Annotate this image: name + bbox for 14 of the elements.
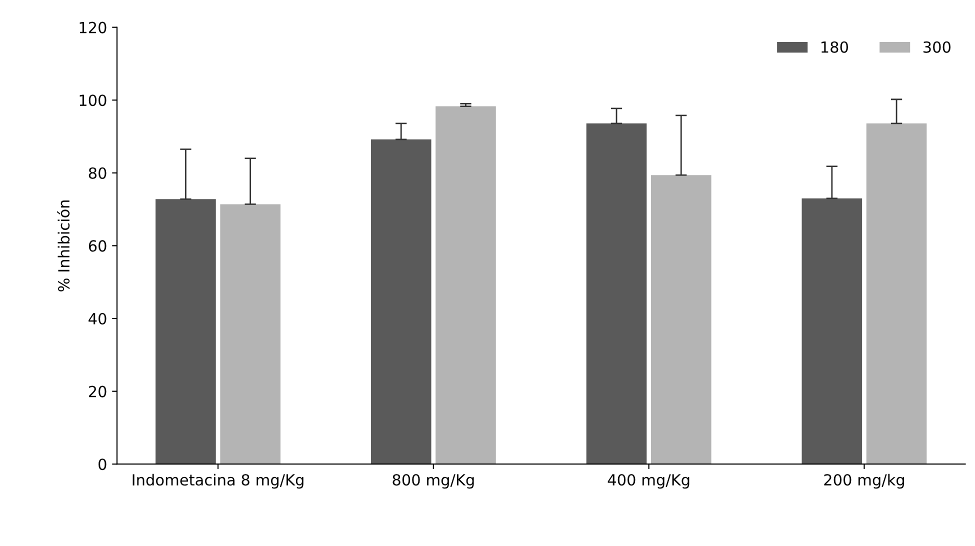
y-tick-label: 40 [88,312,106,325]
x-tick-label: Indometacina 8 mg/Kg [132,474,304,489]
y-tick-label: 60 [88,240,106,252]
legend-label: 180 [822,41,848,53]
y-axis-title: % Inhibición [57,200,70,292]
y-tick-label: 120 [80,22,106,34]
legend-label: 300 [924,41,950,53]
y-tick-label: 100 [80,94,106,106]
y-tick-label: 80 [88,167,106,179]
y-tick-label: 20 [88,386,106,398]
x-tick-label: 400 mg/Kg [608,474,690,489]
y-tick-label: 0 [98,458,106,470]
x-tick-label: 800 mg/Kg [392,474,474,489]
x-tick-label: 200 mg/kg [824,474,904,489]
